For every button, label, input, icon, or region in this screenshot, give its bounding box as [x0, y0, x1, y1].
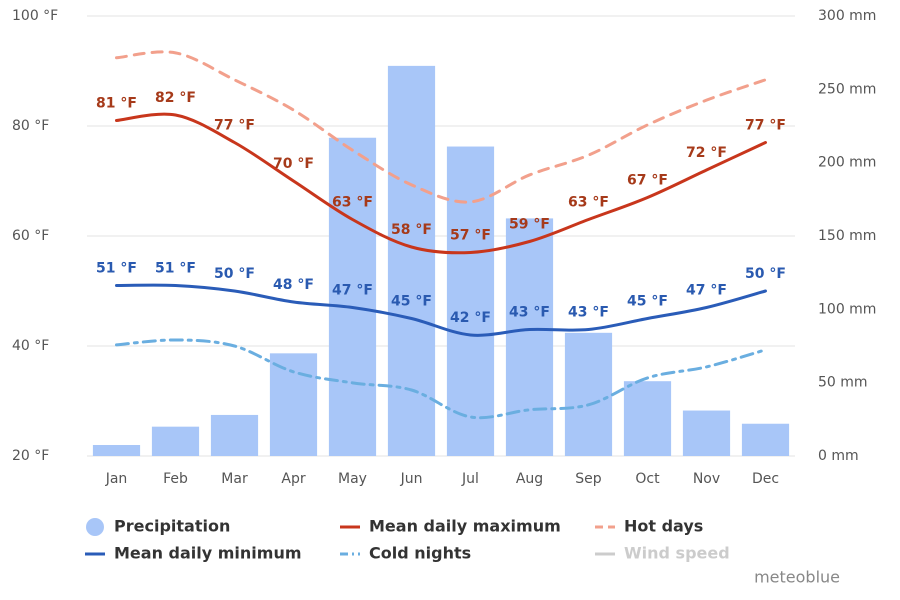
- data-label: 72 °F: [686, 145, 727, 161]
- legend-item: Precipitation: [86, 517, 230, 536]
- y-tick-label: 80 °F: [12, 118, 49, 134]
- bar: [505, 218, 554, 456]
- bar: [328, 137, 377, 456]
- data-label: 57 °F: [450, 228, 491, 244]
- x-tick-label: Aug: [516, 471, 543, 487]
- bar: [623, 381, 672, 456]
- bar: [387, 65, 436, 456]
- data-label: 59 °F: [509, 217, 550, 233]
- bar: [446, 146, 495, 457]
- x-tick-label: Mar: [221, 471, 248, 487]
- data-label: 67 °F: [627, 173, 668, 189]
- x-tick-label: Jun: [400, 471, 423, 487]
- bar: [92, 445, 141, 456]
- data-label: 50 °F: [745, 266, 786, 282]
- legend-symbol: [86, 518, 104, 536]
- data-label: 81 °F: [96, 96, 137, 112]
- legend-label: Hot days: [624, 517, 703, 536]
- y2-tick-label: 250 mm: [818, 81, 876, 97]
- y2-tick-label: 0 mm: [818, 448, 859, 464]
- legend-label: Precipitation: [114, 517, 230, 536]
- line: [115, 338, 767, 420]
- data-label: 45 °F: [391, 294, 432, 310]
- watermark: meteoblue: [754, 568, 840, 587]
- x-tick-label: Oct: [635, 471, 660, 487]
- bar: [151, 426, 200, 456]
- y2-tick-label: 50 mm: [818, 375, 868, 391]
- data-label: 63 °F: [332, 195, 373, 211]
- x-tick-label: Dec: [752, 471, 779, 487]
- y2-tick-label: 300 mm: [818, 8, 876, 24]
- y2-tick-label: 200 mm: [818, 155, 876, 171]
- y-tick-label: 20 °F: [12, 448, 49, 464]
- bar: [564, 332, 613, 456]
- data-label: 42 °F: [450, 310, 491, 326]
- x-tick-label: Sep: [575, 471, 602, 487]
- data-label: 70 °F: [273, 156, 314, 172]
- x-tick-label: Jul: [461, 471, 479, 487]
- y2-tick-label: 100 mm: [818, 301, 876, 317]
- legend-label: Wind speed: [624, 544, 730, 563]
- bar: [210, 414, 259, 456]
- data-label: 47 °F: [686, 283, 727, 299]
- legend-item: Mean daily maximum: [340, 517, 561, 536]
- data-label: 48 °F: [273, 277, 314, 293]
- line: [115, 283, 767, 337]
- data-label: 47 °F: [332, 283, 373, 299]
- x-tick-label: May: [338, 471, 367, 487]
- legend-item: Mean daily minimum: [85, 544, 302, 563]
- y-tick-label: 40 °F: [12, 338, 49, 354]
- legend-item: Cold nights: [340, 544, 471, 563]
- line: [115, 112, 767, 255]
- data-label: 51 °F: [96, 261, 137, 277]
- data-label: 63 °F: [568, 195, 609, 211]
- legend-item: Hot days: [595, 517, 703, 536]
- legend-label: Cold nights: [369, 544, 471, 563]
- x-tick-label: Apr: [281, 471, 305, 487]
- x-tick-label: Jan: [105, 471, 128, 487]
- data-label: 58 °F: [391, 222, 432, 238]
- legend-label: Mean daily maximum: [369, 517, 561, 536]
- line: [115, 50, 767, 204]
- data-label: 82 °F: [155, 90, 196, 106]
- y-tick-label: 100 °F: [12, 8, 58, 24]
- data-label: 50 °F: [214, 266, 255, 282]
- y-tick-label: 60 °F: [12, 228, 49, 244]
- x-tick-label: Nov: [693, 471, 720, 487]
- data-label: 77 °F: [745, 118, 786, 134]
- bar: [269, 353, 318, 456]
- data-label: 45 °F: [627, 294, 668, 310]
- data-label: 77 °F: [214, 118, 255, 134]
- legend-label: Mean daily minimum: [114, 544, 302, 563]
- x-tick-label: Feb: [163, 471, 188, 487]
- data-label: 43 °F: [568, 305, 609, 321]
- bar: [741, 423, 790, 456]
- data-label: 43 °F: [509, 305, 550, 321]
- y2-tick-label: 150 mm: [818, 228, 876, 244]
- legend-item: Wind speed: [595, 544, 730, 563]
- bar: [682, 410, 731, 456]
- data-label: 51 °F: [155, 261, 196, 277]
